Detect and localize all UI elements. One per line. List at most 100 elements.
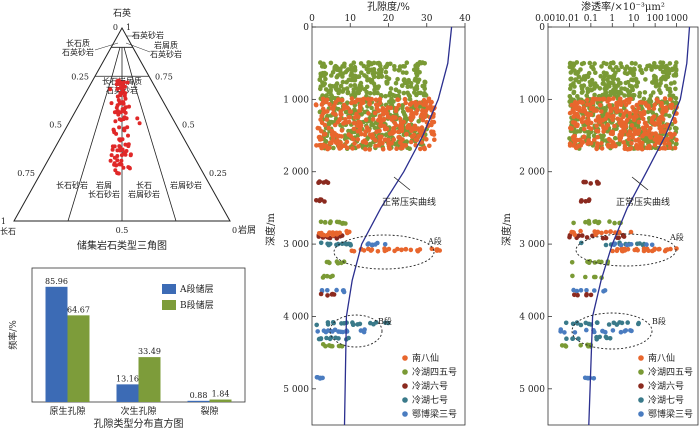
data-point-nanbaxian xyxy=(338,111,343,117)
data-point-nanbaxian xyxy=(621,140,626,145)
data-point-lenghu7 xyxy=(576,336,581,342)
data-point-nanbaxian xyxy=(337,146,342,151)
data-point-lenghu45 xyxy=(629,60,635,66)
data-point-nanbaxian xyxy=(408,117,414,123)
depth-ylabel: 深度/m xyxy=(264,213,277,246)
data-point-lenghu45 xyxy=(397,67,402,72)
data-point-nanbaxian xyxy=(317,137,323,142)
y-tick-label: 0 xyxy=(539,23,545,33)
data-point-nanbaxian xyxy=(625,132,631,137)
bar-legend-swatch xyxy=(162,284,176,294)
data-point-lenghu45 xyxy=(371,73,377,78)
ternary-line-right xyxy=(131,76,177,222)
ternary-point xyxy=(112,155,117,160)
data-point-nanbaxian xyxy=(601,97,606,102)
x-tick-label: 100 xyxy=(647,14,664,24)
data-point-lenghu45 xyxy=(343,109,349,115)
data-point-nanbaxian xyxy=(672,119,678,125)
data-point-lenghu45 xyxy=(568,76,574,82)
data-point-nanbaxian xyxy=(319,102,325,107)
data-point-nanbaxian xyxy=(652,102,658,107)
data-point-nanbaxian xyxy=(635,131,640,136)
data-point-nanbaxian xyxy=(630,135,635,140)
data-point-eboliang3 xyxy=(315,329,321,334)
x-tick-label: 20 xyxy=(383,14,395,24)
data-point-nanbaxian xyxy=(420,108,425,113)
legend-marker-lenghu45 xyxy=(402,369,408,375)
data-point-lenghu7 xyxy=(326,242,332,248)
data-point-lenghu6 xyxy=(620,233,626,239)
bar-value-label: 33.49 xyxy=(138,347,161,356)
data-point-lenghu45 xyxy=(658,90,663,96)
ternary-point xyxy=(116,171,121,176)
data-point-lenghu45 xyxy=(322,64,327,69)
data-point-lenghu45 xyxy=(393,80,399,86)
data-point-lenghu45 xyxy=(569,260,575,265)
data-point-lenghu45 xyxy=(378,63,383,69)
legend-label: 南八仙 xyxy=(648,352,675,364)
data-point-eboliang3 xyxy=(362,327,367,332)
x-tick-label: 30 xyxy=(421,14,433,24)
data-point-lenghu45 xyxy=(586,221,592,226)
segment-b-ellipse xyxy=(571,312,653,350)
data-point-lenghu45 xyxy=(331,145,336,151)
ternary-point xyxy=(110,144,115,149)
data-point-nanbaxian xyxy=(617,137,623,142)
data-point-lenghu45 xyxy=(400,105,405,111)
data-point-lenghu45 xyxy=(337,220,342,225)
data-point-lenghu45 xyxy=(631,73,636,78)
data-point-lenghu45 xyxy=(422,61,428,66)
data-point-lenghu45 xyxy=(596,219,602,225)
data-point-nanbaxian xyxy=(629,140,634,146)
data-point-eboliang3 xyxy=(584,327,589,333)
ternary-point xyxy=(126,142,131,147)
data-point-nanbaxian xyxy=(359,131,364,137)
data-point-lenghu6 xyxy=(600,235,606,241)
data-point-nanbaxian xyxy=(352,99,358,105)
data-point-lenghu45 xyxy=(371,60,377,66)
data-point-nanbaxian xyxy=(575,122,580,127)
data-point-lenghu45 xyxy=(340,89,346,94)
compaction-curve xyxy=(588,26,691,426)
data-point-nanbaxian xyxy=(579,108,584,114)
data-point-lenghu45 xyxy=(579,90,585,95)
ternary-point xyxy=(108,87,113,92)
data-point-nanbaxian xyxy=(341,121,346,126)
data-point-eboliang3 xyxy=(558,327,564,332)
data-point-nanbaxian xyxy=(586,113,591,119)
ternary-point xyxy=(121,100,126,105)
data-point-nanbaxian xyxy=(419,140,425,145)
data-point-nanbaxian xyxy=(642,128,647,133)
depth-plot-title: 孔隙度/% xyxy=(367,0,410,13)
data-point-lenghu45 xyxy=(619,86,624,91)
data-point-eboliang3 xyxy=(649,242,655,248)
data-point-lenghu45 xyxy=(573,77,578,82)
data-point-nanbaxian xyxy=(614,105,619,111)
data-point-nanbaxian xyxy=(346,114,352,120)
data-point-nanbaxian xyxy=(672,145,678,151)
data-point-lenghu45 xyxy=(627,66,633,72)
data-point-nanbaxian xyxy=(640,116,646,122)
data-point-lenghu7 xyxy=(374,320,379,325)
data-point-nanbaxian xyxy=(585,141,590,146)
data-point-nanbaxian xyxy=(369,135,375,141)
data-point-lenghu6 xyxy=(583,179,588,185)
data-point-lenghu6 xyxy=(323,179,329,184)
data-point-lenghu6 xyxy=(338,234,343,239)
data-point-lenghu6 xyxy=(322,199,327,204)
data-point-nanbaxian xyxy=(336,97,341,102)
data-point-nanbaxian xyxy=(408,139,414,145)
data-point-nanbaxian xyxy=(391,137,397,142)
data-point-lenghu45 xyxy=(587,60,593,66)
data-point-nanbaxian xyxy=(599,146,605,151)
y-tick-label: 5 000 xyxy=(283,385,309,395)
ternary-point xyxy=(122,109,127,114)
data-point-nanbaxian xyxy=(631,117,637,123)
bar-value-label: 64.67 xyxy=(67,305,90,314)
data-point-lenghu45 xyxy=(639,70,645,75)
data-point-lenghu45 xyxy=(352,83,358,88)
data-point-eboliang3 xyxy=(592,288,597,293)
data-point-nanbaxian xyxy=(382,107,387,113)
y-tick-label: 2 000 xyxy=(519,168,545,178)
